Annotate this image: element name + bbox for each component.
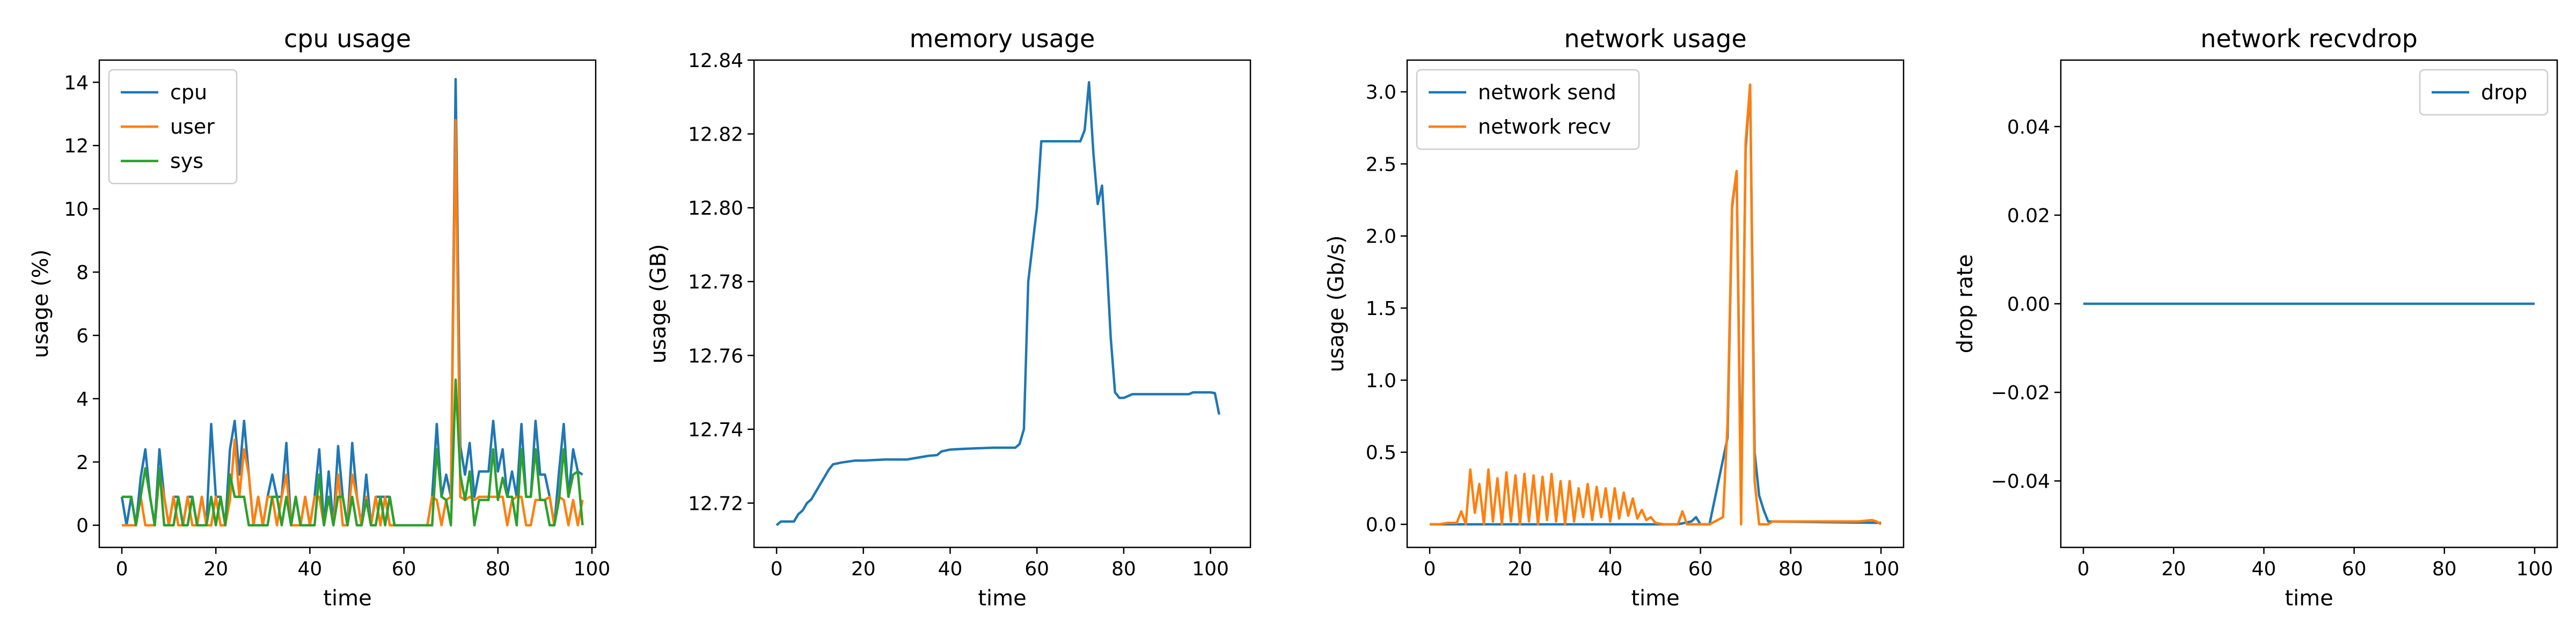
y-axis-label: usage (Gb/s) [1324, 235, 1349, 372]
legend-box [1416, 69, 1640, 150]
y-tick-label: 12.78 [688, 272, 743, 294]
y-tick-label: 2 [76, 452, 89, 474]
y-tick-label: 10 [64, 199, 89, 221]
y-tick-label: 2.0 [1366, 226, 1396, 248]
y-tick-label: 12 [64, 135, 89, 157]
x-axis-label: time [978, 586, 1026, 611]
legend: drop [2419, 69, 2549, 116]
chart-3: 0 20 40 60 80 100 0.0 0.5 1.0 1.5 2.0 2.5 3.0 network… [1324, 24, 1905, 611]
y-tick-label: 12.80 [688, 197, 743, 219]
legend-label: network recv [1478, 115, 1611, 138]
legend-box [2419, 69, 2549, 116]
legend-label: cpu [170, 80, 207, 104]
x-tick-label: 20 [1507, 558, 1532, 580]
y-tick-label: 4 [76, 389, 89, 411]
series-line-user [122, 119, 584, 526]
y-tick-label: 0.02 [2007, 205, 2050, 227]
y-tick-label: 0 [76, 515, 89, 537]
x-tick-label: 20 [203, 558, 228, 580]
y-axis-label: usage (GB) [646, 244, 671, 363]
series-line-sys [122, 378, 584, 526]
x-tick-label: 80 [1779, 558, 1803, 580]
y-tick-label: −0.02 [1991, 382, 2050, 404]
y-tick-label: 14 [64, 72, 89, 94]
x-tick-label: 80 [1111, 558, 1136, 580]
x-tick-label: 40 [298, 558, 323, 580]
chart-title: network usage [1564, 24, 1746, 53]
chart-title: memory usage [910, 24, 1095, 53]
legend: cpu user sys [108, 69, 238, 185]
x-tick-label: 0 [2077, 558, 2090, 580]
y-tick-label: 12.84 [688, 50, 743, 72]
x-axis-label: time [1631, 586, 1679, 611]
axes-frame [98, 59, 597, 548]
series-line-network-recv [1430, 83, 1882, 526]
x-tick-label: 20 [851, 558, 876, 580]
y-tick-label: 12.82 [688, 124, 743, 146]
x-tick-label: 80 [2432, 558, 2457, 580]
y-tick-label: 12.74 [688, 419, 743, 441]
x-tick-label: 0 [771, 558, 783, 580]
y-tick-label: 0.5 [1366, 442, 1396, 464]
x-tick-label: 60 [392, 558, 416, 580]
series-line-series-1 [775, 81, 1221, 526]
y-tick-label: 6 [76, 325, 89, 347]
legend: network send network recv [1416, 69, 1640, 150]
x-tick-label: 100 [1192, 558, 1229, 580]
x-tick-label: 100 [574, 558, 611, 580]
x-tick-label: 0 [116, 558, 128, 580]
legend-label: drop [2481, 80, 2527, 104]
y-tick-label: 2.5 [1366, 153, 1396, 175]
x-tick-label: 20 [2161, 558, 2186, 580]
x-tick-label: 40 [938, 558, 963, 580]
y-tick-label: 1.0 [1366, 370, 1396, 392]
y-tick-label: 12.76 [688, 345, 743, 367]
x-tick-label: 100 [1863, 558, 1900, 580]
legend-label: sys [170, 149, 203, 173]
y-tick-label: 1.5 [1366, 298, 1396, 320]
x-axis-label: time [2285, 586, 2333, 611]
axes-frame [753, 59, 1252, 548]
chart-title: network recvdrop [2200, 24, 2418, 53]
series-lines [1430, 83, 1882, 526]
x-tick-label: 100 [2516, 558, 2553, 580]
legend-label: network send [1478, 80, 1616, 104]
y-axis-label: usage (%) [28, 250, 53, 358]
x-tick-label: 40 [2252, 558, 2277, 580]
x-tick-label: 60 [1024, 558, 1049, 580]
series-lines [775, 81, 1221, 526]
chart-2: 0 20 40 60 80 100 12.72 12.74 12.76 12.78 12.80 12.… [646, 24, 1252, 611]
x-tick-label: 0 [1424, 558, 1436, 580]
series-lines [120, 78, 584, 526]
y-axis-label: drop rate [1953, 254, 1978, 354]
x-tick-label: 60 [2342, 558, 2367, 580]
chart-4: 0 20 40 60 80 100 −0.04 −0.02 0.00 0.02 0.04 networ… [1953, 24, 2558, 611]
axes-frame [1406, 59, 1905, 548]
y-tick-label: 0.0 [1366, 514, 1396, 536]
x-tick-label: 80 [486, 558, 510, 580]
chart-title: cpu usage [284, 24, 411, 53]
x-tick-label: 60 [1688, 558, 1713, 580]
y-tick-label: −0.04 [1991, 471, 2050, 493]
y-tick-label: 8 [76, 262, 89, 284]
chart-1: 0 20 40 60 80 100 0 2 4 6 8 10 12 14 cpu usage time usag… [28, 24, 610, 611]
legend-label: user [170, 115, 215, 138]
y-tick-label: 3.0 [1366, 82, 1396, 104]
y-tick-label: 0.00 [2007, 294, 2050, 316]
x-tick-label: 40 [1598, 558, 1623, 580]
legend-box [108, 69, 238, 185]
y-tick-label: 12.72 [688, 493, 743, 515]
y-tick-label: 0.04 [2007, 116, 2050, 138]
series-line-network-send [1430, 83, 1882, 526]
x-axis-label: time [323, 586, 371, 611]
